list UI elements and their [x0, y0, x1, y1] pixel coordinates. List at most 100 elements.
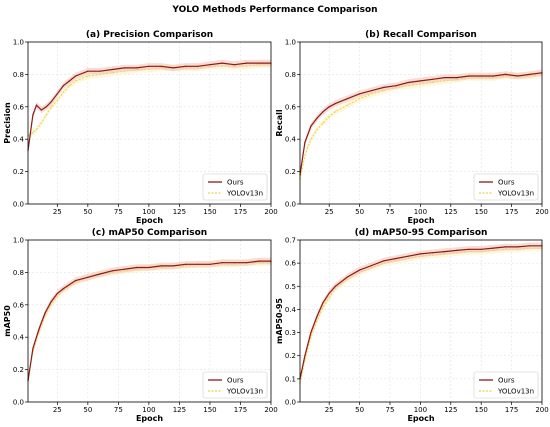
y-tick-label: 0.4: [285, 136, 297, 144]
x-tick-label: 50: [355, 406, 364, 414]
panel-3: 25 50 75 100 125 150 175 200 0.0 0.1 0.2 0.3 0.4 0.5 0…: [275, 228, 549, 423]
data-point: [148, 266, 150, 269]
data-point: [136, 67, 138, 69]
data-point: [304, 141, 306, 143]
data-point: [40, 122, 43, 124]
axes-frame: [27, 41, 272, 205]
data-point: [75, 279, 77, 282]
data-point: [346, 104, 348, 106]
x-tick-label: 50: [83, 406, 92, 414]
data-point: [184, 263, 187, 265]
data-point: [419, 253, 421, 255]
data-point: [56, 99, 58, 101]
data-point: [209, 263, 211, 265]
axes-frame: [299, 239, 543, 403]
data-point: [111, 270, 113, 272]
y-tick-label: 0.8: [285, 71, 296, 79]
data-point: [328, 297, 330, 299]
series-band-ours: [300, 69, 542, 179]
x-tick-label: 75: [114, 208, 123, 216]
data-point: [334, 111, 336, 113]
data-point: [322, 306, 324, 308]
x-tick-label: 100: [414, 208, 427, 216]
legend-label: YOLOv13n: [226, 388, 263, 396]
x-tick-label: 50: [83, 208, 92, 216]
x-tick-label: 200: [535, 406, 548, 414]
data-point: [221, 262, 223, 264]
data-point: [56, 292, 58, 295]
x-tick-label: 200: [264, 406, 277, 414]
series-band-yolov13n: [300, 244, 542, 387]
x-tick-label: 175: [505, 208, 518, 216]
y-tick-label: 0.4: [285, 306, 297, 314]
data-point: [99, 273, 101, 275]
x-tick-label: 100: [142, 406, 155, 414]
x-axis-label: Epoch: [407, 414, 434, 423]
data-point: [75, 80, 77, 82]
y-tick-label: 0.4: [13, 334, 25, 342]
y-tick-label: 0.6: [13, 301, 25, 309]
y-axis-label: Precision: [3, 102, 12, 144]
data-point: [50, 101, 52, 103]
panel-1: 25 50 75 100 125 150 175 200 0.0 0.2 0.4 0.6 0.8 1.0 (…: [275, 30, 549, 225]
data-point: [371, 90, 373, 92]
legend: Ours YOLOv13n: [473, 173, 539, 201]
data-point: [334, 285, 336, 287]
series-band-yolov13n: [300, 71, 542, 183]
series-band-ours: [28, 257, 271, 385]
data-point: [111, 68, 113, 71]
data-point: [504, 73, 507, 75]
data-point: [310, 332, 312, 334]
legend-label: YOLOv13n: [497, 388, 534, 396]
legend-label: Ours: [227, 179, 244, 187]
data-point: [197, 65, 199, 67]
legend-label: Ours: [498, 377, 515, 385]
x-tick-label: 25: [53, 208, 62, 216]
data-point: [444, 251, 446, 253]
data-point: [492, 247, 494, 249]
data-point: [322, 122, 324, 124]
x-tick-label: 100: [414, 406, 427, 414]
data-point: [529, 245, 531, 247]
data-point: [246, 262, 248, 264]
data-point: [62, 85, 64, 87]
x-tick-label: 150: [203, 208, 216, 216]
data-point: [87, 75, 89, 77]
data-point: [68, 85, 71, 87]
y-tick-label: 0.6: [13, 103, 25, 111]
data-point: [45, 114, 47, 116]
x-tick-label: 200: [264, 208, 277, 216]
panel-2: 25 50 75 100 125 150 175 200 0.0 0.2 0.4 0.6 0.8 1.0 (…: [3, 228, 278, 423]
data-point: [328, 106, 330, 108]
data-point: [383, 86, 385, 88]
series-line-ours: [299, 245, 542, 380]
data-point: [221, 62, 223, 64]
panel-0: 25 50 75 100 125 150 175 200 0.0 0.2 0.4 0.6 0.8 1.0 (…: [3, 30, 278, 225]
data-point: [456, 249, 458, 251]
x-tick-label: 25: [325, 208, 334, 216]
data-point: [444, 77, 446, 79]
data-point: [359, 93, 361, 95]
data-point: [123, 268, 126, 270]
data-point: [316, 315, 318, 317]
panel-title: (d) mAP50-95 Comparison: [355, 228, 488, 238]
y-tick-label: 0.0: [285, 201, 296, 209]
data-point: [468, 248, 470, 250]
data-point: [334, 103, 336, 105]
y-axis-label: Recall: [275, 109, 284, 136]
data-point: [148, 65, 150, 67]
data-point: [328, 292, 330, 294]
data-point: [304, 355, 306, 357]
panel-title: (b) Recall Comparison: [365, 30, 477, 40]
data-point: [35, 128, 38, 131]
data-point: [75, 75, 77, 77]
x-tick-label: 75: [386, 208, 395, 216]
series-band-yolov13n: [28, 61, 271, 140]
data-point: [87, 70, 89, 72]
data-point: [468, 75, 470, 77]
data-point: [480, 75, 482, 77]
axes-frame: [27, 239, 272, 403]
data-point: [322, 301, 324, 304]
y-tick-label: 0.3: [285, 329, 296, 337]
